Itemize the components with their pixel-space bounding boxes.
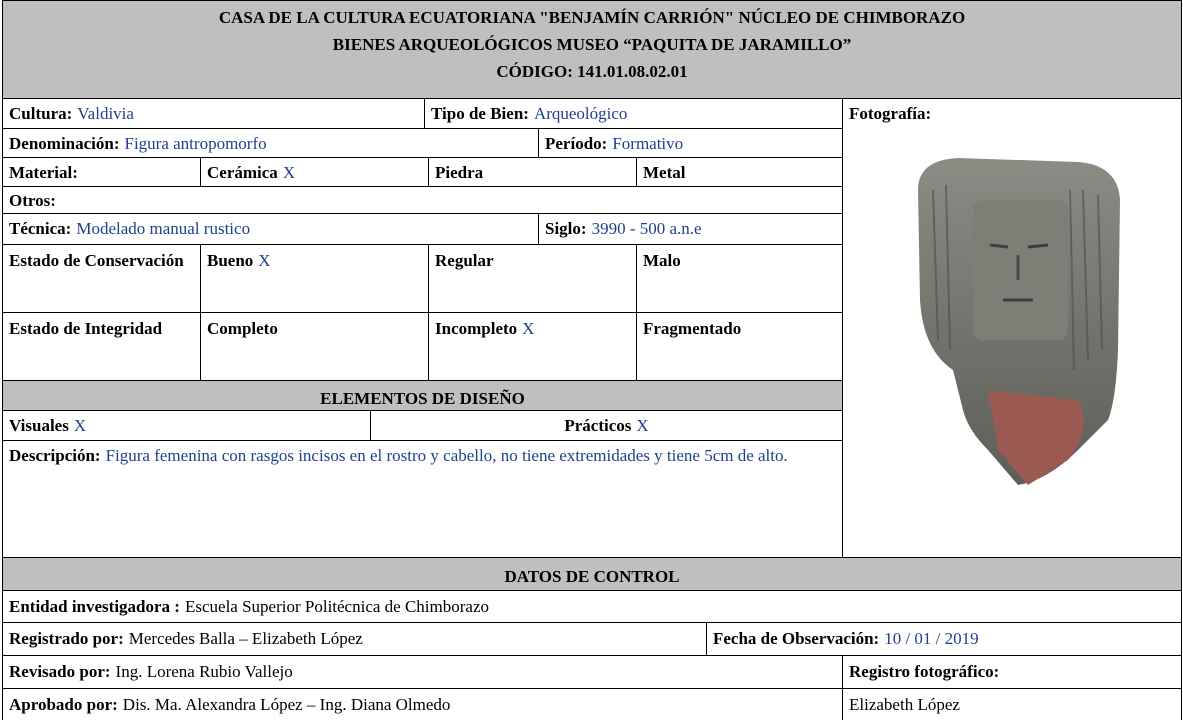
- field-label: CÓDIGO: 141.01.08.02.01: [496, 62, 688, 81]
- table-cell: Cerámica X: [200, 157, 429, 187]
- table-cell: Incompleto X: [428, 312, 637, 381]
- field-label: Registro fotográfico:: [849, 662, 1000, 681]
- field-label: Metal: [643, 163, 686, 182]
- field-label: Cultura:: [9, 104, 73, 123]
- field-value: Figura antropomorfo: [124, 134, 267, 153]
- field-value: X: [522, 319, 535, 338]
- table-cell: Regular: [428, 244, 637, 313]
- field-label: Estado de Integridad: [9, 319, 163, 338]
- field-value: Figura femenina con rasgos incisos en el…: [105, 446, 788, 465]
- table-cell: Piedra: [428, 157, 637, 187]
- table-cell: Prácticos X: [370, 410, 843, 441]
- table-cell: Bueno X: [200, 244, 429, 313]
- field-value: 10 / 01 / 2019: [884, 629, 979, 648]
- field-value: Elizabeth López: [849, 695, 960, 714]
- field-label: Descripción:: [9, 446, 101, 465]
- field-label: CASA DE LA CULTURA ECUATORIANA "BENJAMÍN…: [218, 8, 966, 27]
- table-cell: Cultura: Valdivia: [2, 98, 425, 129]
- field-value: Arqueológico: [533, 104, 628, 123]
- table-cell: Tipo de Bien: Arqueológico: [424, 98, 843, 129]
- table-cell: Descripción: Figura femenina con rasgos i…: [2, 440, 843, 558]
- table-cell: Metal: [636, 157, 843, 187]
- table-cell: Siglo: 3990 - 500 a.n.e: [538, 213, 843, 245]
- field-label: Regular: [435, 251, 494, 270]
- field-label: Estado de Conservación: [9, 251, 184, 270]
- field-value: X: [636, 416, 649, 435]
- field-label: Aprobado por:: [9, 695, 118, 714]
- field-label: Fecha de Observación:: [713, 629, 880, 648]
- table-cell: Otros:: [2, 186, 843, 214]
- table-cell: DATOS DE CONTROL: [2, 557, 1182, 591]
- field-value: Dis. Ma. Alexandra López – Ing. Diana Ol…: [122, 695, 451, 714]
- table-cell: Visuales X: [2, 410, 371, 441]
- artifact-photo: [918, 158, 1120, 485]
- field-value: Mercedes Balla – Elizabeth López: [128, 629, 363, 648]
- field-label: Entidad investigadora :: [9, 597, 180, 616]
- field-label: Incompleto: [435, 319, 518, 338]
- table-cell: Malo: [636, 244, 843, 313]
- field-value: Escuela Superior Politécnica de Chimbora…: [184, 597, 490, 616]
- table-cell: Aprobado por: Dis. Ma. Alexandra López – …: [2, 688, 843, 720]
- table-cell: Registrado por: Mercedes Balla – Elizabet…: [2, 622, 707, 656]
- field-value: Formativo: [612, 134, 684, 153]
- field-label: Siglo:: [545, 219, 587, 238]
- field-value: X: [282, 163, 296, 182]
- table-cell: Técnica: Modelado manual rustico: [2, 213, 539, 245]
- field-value: Valdivia: [77, 104, 134, 123]
- field-label: DATOS DE CONTROL: [504, 567, 680, 586]
- field-label: Tipo de Bien:: [431, 104, 529, 123]
- field-value: 3990 - 500 a.n.e: [591, 219, 702, 238]
- field-value: X: [258, 251, 271, 270]
- table-cell: Estado de Conservación: [2, 244, 201, 313]
- field-label: Piedra: [435, 163, 484, 182]
- field-value: Modelado manual rustico: [76, 219, 251, 238]
- field-label: Completo: [207, 319, 278, 338]
- field-label: Visuales: [9, 416, 69, 435]
- field-label: Material:: [9, 163, 78, 182]
- table-cell: Fecha de Observación: 10 / 01 / 2019: [706, 622, 1182, 656]
- table-cell: Revisado por: Ing. Lorena Rubio Vallejo: [2, 655, 843, 689]
- field-label: Período:: [545, 134, 608, 153]
- field-value: X: [73, 416, 87, 435]
- field-label: Denominación:: [9, 134, 120, 153]
- field-label: Revisado por:: [9, 662, 111, 681]
- table-cell: Completo: [200, 312, 429, 381]
- field-label: Fotografía:: [849, 104, 932, 123]
- table-cell: Denominación: Figura antropomorfo: [2, 128, 539, 158]
- field-label: Fragmentado: [643, 319, 742, 338]
- field-label: Cerámica: [207, 163, 278, 182]
- table-cell: Estado de Integridad: [2, 312, 201, 381]
- field-value: Ing. Lorena Rubio Vallejo: [115, 662, 293, 681]
- table-cell: CASA DE LA CULTURA ECUATORIANA "BENJAMÍN…: [2, 0, 1182, 99]
- table-cell: Registro fotográfico:: [842, 655, 1182, 689]
- field-label: ELEMENTOS DE DISEÑO: [320, 389, 525, 408]
- field-label: Otros:: [9, 191, 56, 210]
- field-label: BIENES ARQUEOLÓGICOS MUSEO “PAQUITA DE J…: [332, 35, 852, 54]
- table-cell: Elizabeth López: [842, 688, 1182, 720]
- field-label: Registrado por:: [9, 629, 124, 648]
- field-label: Bueno: [207, 251, 254, 270]
- table-cell: Entidad investigadora : Escuela Superior …: [2, 590, 1182, 623]
- table-cell: Fragmentado: [636, 312, 843, 381]
- field-label: Malo: [643, 251, 681, 270]
- table-cell: ELEMENTOS DE DISEÑO: [2, 380, 843, 411]
- table-cell: Material:: [2, 157, 201, 187]
- field-label: Técnica:: [9, 219, 72, 238]
- table-cell: Período: Formativo: [538, 128, 843, 158]
- field-label: Prácticos: [564, 416, 632, 435]
